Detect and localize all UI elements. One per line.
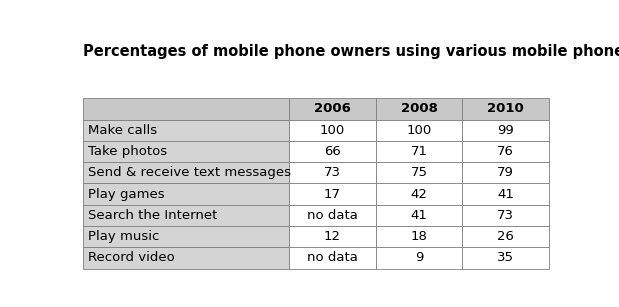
Bar bbox=[376, 205, 462, 226]
Bar bbox=[289, 226, 376, 247]
Text: Play games: Play games bbox=[88, 188, 165, 200]
Text: 66: 66 bbox=[324, 145, 341, 158]
Text: no data: no data bbox=[307, 209, 358, 222]
Text: 100: 100 bbox=[407, 124, 431, 137]
Bar bbox=[83, 247, 289, 269]
Bar bbox=[83, 205, 289, 226]
Bar bbox=[462, 98, 549, 119]
Bar bbox=[289, 162, 376, 183]
Text: 73: 73 bbox=[324, 166, 341, 179]
Bar bbox=[376, 247, 462, 269]
Bar bbox=[83, 183, 289, 205]
Text: 42: 42 bbox=[410, 188, 428, 200]
Bar bbox=[462, 205, 549, 226]
Bar bbox=[289, 141, 376, 162]
Bar bbox=[462, 183, 549, 205]
Text: 2008: 2008 bbox=[400, 103, 438, 115]
Text: 73: 73 bbox=[497, 209, 514, 222]
Text: 75: 75 bbox=[410, 166, 428, 179]
Text: Take photos: Take photos bbox=[88, 145, 167, 158]
Bar bbox=[462, 247, 549, 269]
Bar bbox=[289, 98, 376, 119]
Text: 12: 12 bbox=[324, 230, 341, 243]
Text: no data: no data bbox=[307, 251, 358, 264]
Bar bbox=[462, 119, 549, 141]
Bar bbox=[289, 119, 376, 141]
Text: 9: 9 bbox=[415, 251, 423, 264]
Text: Percentages of mobile phone owners using various mobile phone features: Percentages of mobile phone owners using… bbox=[83, 44, 619, 59]
Bar bbox=[376, 183, 462, 205]
Bar bbox=[83, 226, 289, 247]
Bar bbox=[376, 141, 462, 162]
Bar bbox=[376, 162, 462, 183]
Bar bbox=[289, 205, 376, 226]
Bar bbox=[462, 226, 549, 247]
Text: 2006: 2006 bbox=[314, 103, 351, 115]
Text: Record video: Record video bbox=[88, 251, 175, 264]
Bar bbox=[289, 247, 376, 269]
Text: 26: 26 bbox=[497, 230, 514, 243]
Bar bbox=[462, 162, 549, 183]
Text: 2010: 2010 bbox=[487, 103, 524, 115]
Text: 71: 71 bbox=[410, 145, 428, 158]
Bar bbox=[376, 98, 462, 119]
Bar bbox=[289, 183, 376, 205]
Text: 100: 100 bbox=[320, 124, 345, 137]
Bar bbox=[83, 141, 289, 162]
Text: 35: 35 bbox=[497, 251, 514, 264]
Bar bbox=[462, 141, 549, 162]
Bar bbox=[83, 162, 289, 183]
Text: 41: 41 bbox=[497, 188, 514, 200]
Text: Play music: Play music bbox=[88, 230, 159, 243]
Text: 41: 41 bbox=[410, 209, 428, 222]
Text: Search the Internet: Search the Internet bbox=[88, 209, 217, 222]
Bar bbox=[83, 119, 289, 141]
Text: 18: 18 bbox=[410, 230, 428, 243]
Text: 99: 99 bbox=[497, 124, 514, 137]
Text: 79: 79 bbox=[497, 166, 514, 179]
Bar bbox=[376, 119, 462, 141]
Bar bbox=[376, 226, 462, 247]
Text: 76: 76 bbox=[497, 145, 514, 158]
Text: 17: 17 bbox=[324, 188, 341, 200]
Text: Send & receive text messages: Send & receive text messages bbox=[88, 166, 291, 179]
Text: Make calls: Make calls bbox=[88, 124, 157, 137]
Bar bbox=[83, 98, 289, 119]
